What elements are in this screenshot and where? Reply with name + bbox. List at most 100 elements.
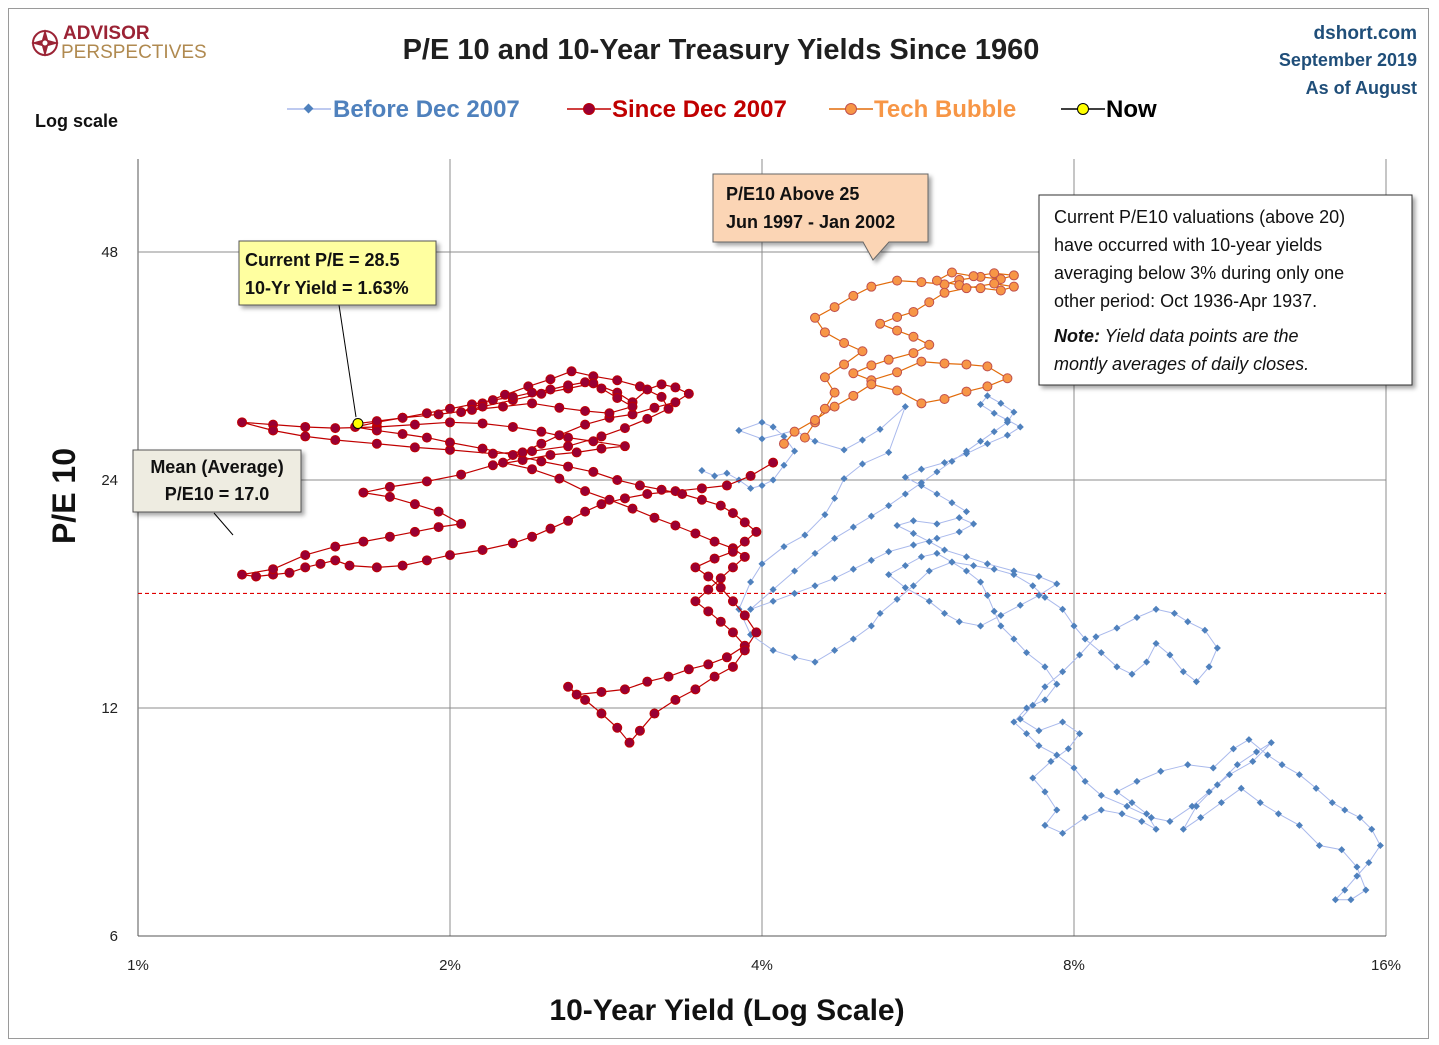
data-point bbox=[917, 465, 925, 473]
annotation-mean-pointer bbox=[213, 512, 234, 536]
data-point bbox=[970, 520, 978, 528]
data-point bbox=[1252, 748, 1261, 756]
data-point bbox=[917, 481, 925, 490]
data-point bbox=[849, 523, 857, 531]
data-point bbox=[656, 379, 667, 390]
data-point bbox=[1010, 408, 1018, 416]
series-since-dec-2007 bbox=[237, 366, 779, 748]
data-point bbox=[624, 737, 635, 748]
data-point bbox=[1138, 817, 1146, 825]
data-point bbox=[527, 464, 538, 475]
data-point bbox=[656, 391, 667, 402]
data-point bbox=[791, 589, 799, 597]
data-point bbox=[747, 605, 755, 613]
data-point bbox=[1059, 605, 1067, 613]
data-point bbox=[908, 331, 919, 342]
data-point bbox=[315, 558, 326, 569]
data-point bbox=[866, 360, 877, 371]
data-point bbox=[580, 506, 591, 517]
data-point bbox=[819, 327, 830, 338]
data-point bbox=[642, 676, 653, 687]
data-point bbox=[1118, 810, 1126, 818]
data-point bbox=[909, 582, 917, 590]
data-point bbox=[983, 440, 991, 448]
data-point bbox=[1362, 886, 1370, 894]
data-point bbox=[768, 457, 779, 468]
legend-label-tech: Tech Bubble bbox=[874, 96, 1016, 123]
compass-icon bbox=[31, 29, 59, 57]
data-point bbox=[612, 475, 623, 485]
data-point bbox=[642, 384, 653, 395]
brand-line2: PERSPECTIVES bbox=[61, 42, 207, 63]
data-point bbox=[596, 431, 607, 442]
data-point bbox=[456, 518, 467, 529]
data-point bbox=[670, 382, 681, 393]
data-point bbox=[1016, 715, 1024, 723]
data-point bbox=[477, 418, 488, 429]
series-before-dec-2007 bbox=[698, 392, 1384, 904]
data-point bbox=[703, 659, 714, 670]
data-point bbox=[371, 438, 382, 449]
data-point bbox=[703, 606, 714, 617]
data-point bbox=[545, 384, 556, 395]
y-tick-label: 12 bbox=[101, 700, 118, 717]
data-point bbox=[909, 529, 917, 537]
data-point bbox=[867, 556, 875, 564]
data-point bbox=[445, 550, 455, 561]
data-point bbox=[893, 521, 901, 530]
data-point bbox=[397, 412, 408, 423]
data-point bbox=[769, 476, 777, 484]
annotation-tech-bubble-line1: P/E10 Above 25 bbox=[726, 184, 859, 204]
data-point bbox=[1010, 571, 1018, 579]
data-point bbox=[527, 446, 538, 457]
legend-label-now: Now bbox=[1106, 96, 1157, 123]
data-point bbox=[1347, 896, 1355, 904]
data-point bbox=[961, 386, 972, 397]
data-point bbox=[268, 425, 279, 436]
data-point bbox=[1023, 704, 1031, 712]
data-point bbox=[433, 506, 444, 517]
data-point bbox=[1201, 626, 1209, 634]
data-point bbox=[709, 671, 720, 682]
data-point bbox=[940, 546, 949, 554]
series-tech-bubble bbox=[778, 267, 1019, 449]
data-point bbox=[962, 567, 971, 575]
data-point bbox=[829, 401, 840, 412]
data-point bbox=[997, 399, 1005, 407]
data-point bbox=[1008, 270, 1019, 281]
annotation-current-pe-line1: Current P/E = 28.5 bbox=[245, 250, 400, 270]
data-point bbox=[946, 267, 957, 278]
data-point bbox=[727, 661, 738, 672]
data-point bbox=[330, 435, 341, 446]
x-tick-label: 16% bbox=[1371, 957, 1401, 974]
data-point bbox=[300, 562, 311, 573]
data-point bbox=[384, 491, 395, 502]
data-point bbox=[421, 408, 432, 419]
data-point bbox=[330, 423, 341, 434]
data-point bbox=[1184, 761, 1192, 769]
data-point bbox=[456, 469, 467, 480]
data-point bbox=[330, 555, 341, 566]
data-point bbox=[901, 403, 909, 411]
data-point bbox=[727, 546, 738, 557]
data-point bbox=[885, 448, 893, 456]
data-point bbox=[909, 517, 917, 525]
data-point bbox=[892, 385, 903, 396]
data-point bbox=[751, 526, 762, 537]
data-point bbox=[867, 512, 875, 520]
data-point bbox=[780, 461, 788, 469]
chart-title: P/E 10 and 10-Year Treasury Yields Since… bbox=[403, 34, 1040, 66]
data-point bbox=[893, 595, 901, 603]
header-source: dshort.com bbox=[1314, 23, 1417, 44]
data-point bbox=[849, 565, 857, 573]
data-point bbox=[769, 646, 777, 654]
data-point bbox=[901, 584, 909, 592]
data-point bbox=[990, 565, 998, 573]
data-point bbox=[634, 480, 645, 491]
data-point bbox=[477, 544, 488, 555]
data-point bbox=[955, 528, 963, 536]
data-point bbox=[445, 403, 455, 414]
data-point bbox=[933, 490, 941, 498]
data-point bbox=[709, 536, 720, 547]
brand-line1: ADVISOR bbox=[63, 23, 150, 44]
